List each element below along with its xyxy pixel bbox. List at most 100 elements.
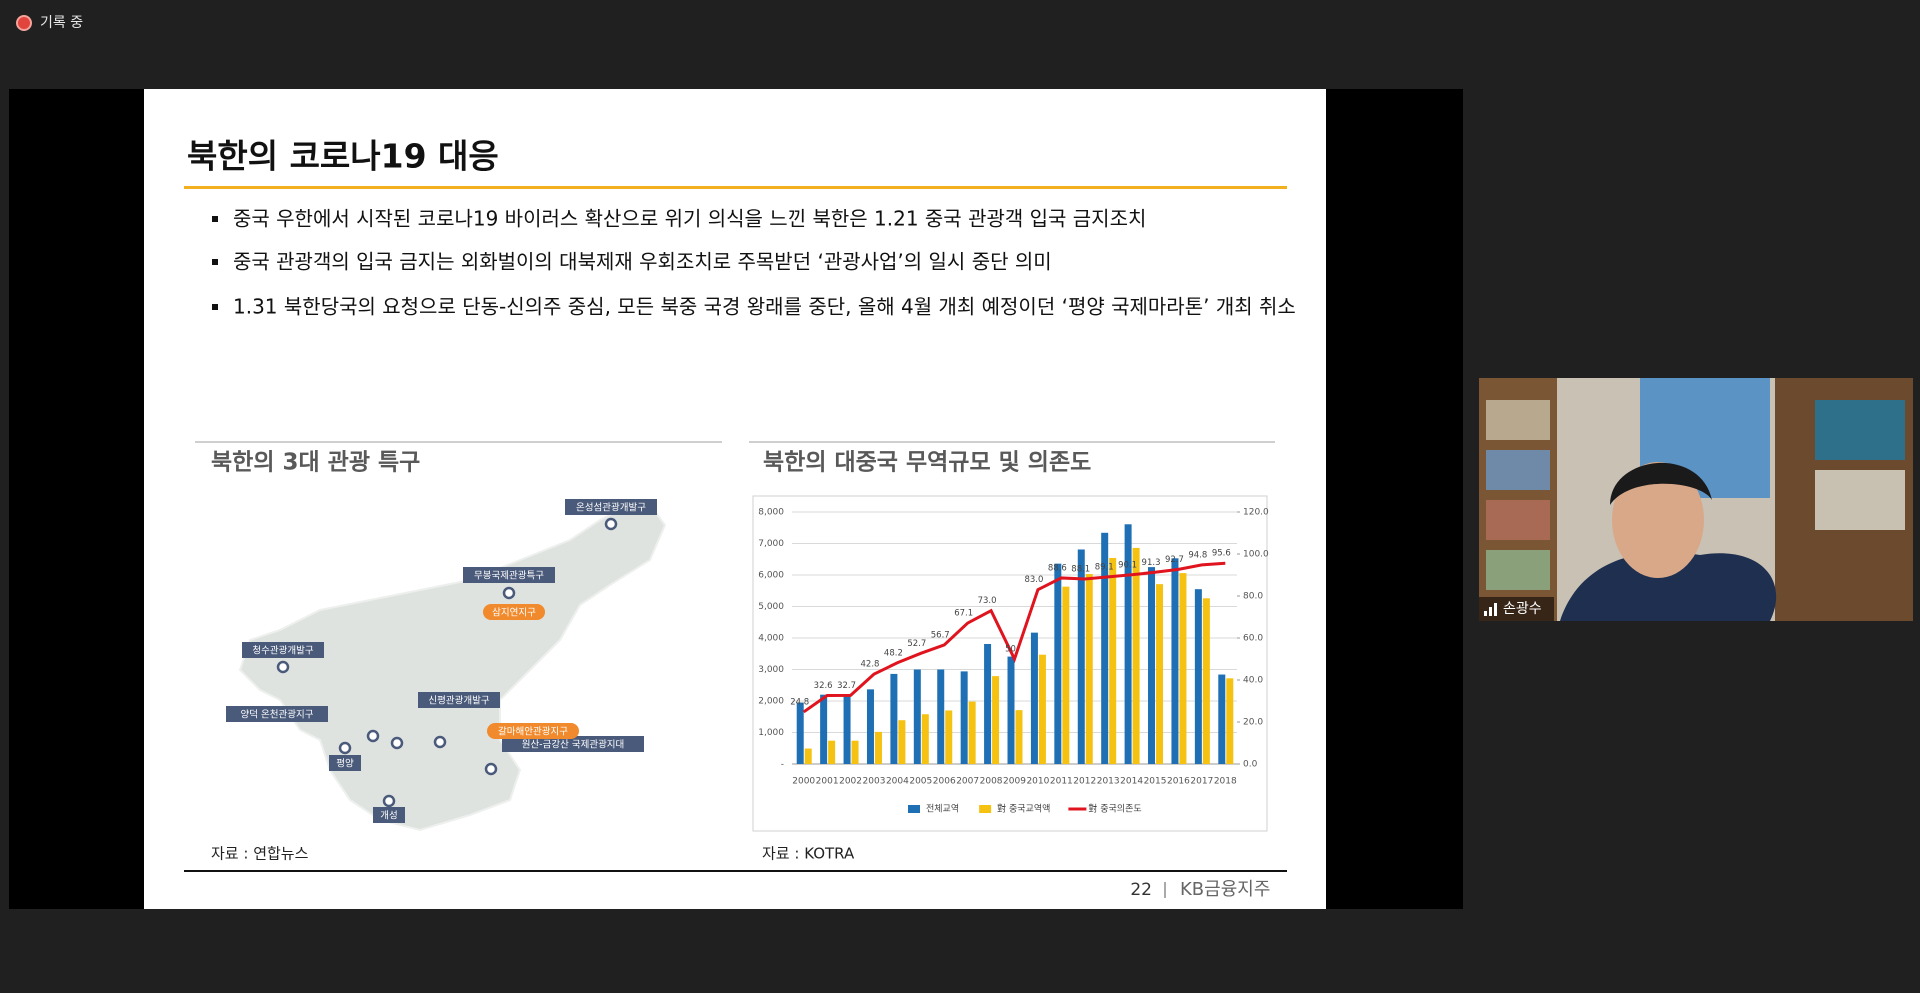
bar (1132, 547, 1140, 764)
x-tick-label: 2011 (1050, 777, 1073, 787)
map-pin (604, 517, 618, 531)
bar (1226, 678, 1234, 764)
bar (968, 701, 976, 764)
person-body (1560, 552, 1777, 621)
data-label: 88.1 (1071, 564, 1090, 574)
data-label: 73.0 (978, 596, 997, 606)
bar (913, 669, 921, 764)
map-label: 양덕 온천관광지구 (241, 709, 314, 721)
data-label: 94.8 (1188, 550, 1207, 560)
map-pin (390, 736, 404, 750)
x-tick-label: 2003 (863, 777, 886, 787)
source: 자료 : KOTRA (762, 845, 855, 863)
legend-swatch (979, 805, 992, 813)
y2-tick-label: 60.0 (1243, 634, 1263, 644)
books (1486, 450, 1550, 490)
data-label: 52.7 (907, 639, 926, 649)
person-hair (1610, 462, 1712, 505)
bar (1077, 549, 1085, 764)
x-tick-label: 2012 (1073, 777, 1096, 787)
y-tick-label: 5,000 (758, 602, 784, 612)
x-tick-label: 2013 (1097, 777, 1120, 787)
map-label: 무봉국제관광특구 (474, 570, 544, 582)
bar (796, 702, 804, 764)
bar (960, 671, 968, 764)
map-label-bg (502, 736, 644, 752)
legend-swatch (908, 805, 920, 813)
bar (1124, 524, 1132, 764)
bullet-dot (212, 304, 218, 310)
bar (937, 669, 945, 764)
data-label: 88.6 (1048, 563, 1067, 573)
books (1486, 550, 1550, 590)
bullet: 1.31 북한당국의 요청으로 단동-신의주 중심, 모든 북중 국경 왕래를 … (233, 295, 1296, 319)
x-tick-label: 2006 (933, 777, 956, 787)
map-label-bg (226, 706, 328, 722)
y-tick-label: 2,000 (758, 697, 784, 707)
bar (828, 740, 836, 764)
data-label: 90.1 (1118, 560, 1137, 570)
books (1815, 470, 1905, 530)
x-tick-label: 2007 (956, 777, 979, 787)
recording-label: 기록 중 (40, 15, 83, 31)
bar (1218, 674, 1226, 764)
bar (1007, 656, 1015, 764)
x-tick-label: 2018 (1214, 777, 1237, 787)
map-pin (484, 762, 498, 776)
map-label: 신평관광개발구 (428, 695, 489, 707)
map-label-bg (329, 755, 361, 771)
map-label-bg (483, 604, 545, 620)
data-label: 32.7 (837, 681, 856, 691)
x-tick-label: 2008 (980, 777, 1003, 787)
person-face (1612, 462, 1704, 578)
y-tick-label: 3,000 (758, 665, 784, 675)
bar (984, 643, 992, 764)
video-tile: 손광수 (1479, 378, 1913, 621)
map-label: 청수관광개발구 (252, 645, 313, 657)
y2-tick-label: 20.0 (1243, 718, 1263, 728)
books (1486, 500, 1550, 540)
books (1486, 400, 1550, 440)
data-label: 32.6 (814, 681, 833, 691)
legend-label: 對 중국의존도 (1088, 803, 1141, 815)
data-label: 83.0 (1024, 575, 1043, 585)
panel-title: 북한의 대중국 무역규모 및 의존도 (763, 450, 1091, 476)
y-tick-label: 6,000 (758, 571, 784, 581)
bar (874, 731, 882, 764)
map-pin (366, 729, 380, 743)
line (802, 561, 1226, 714)
bar (1179, 573, 1187, 764)
bar (898, 720, 906, 764)
bullet: 중국 관광객의 입국 금지는 외화벌이의 대북제재 우회조치로 주목받던 ‘관광… (233, 250, 1052, 274)
x-tick-label: 2005 (909, 777, 932, 787)
x-tick-label: 2017 (1190, 777, 1213, 787)
data-label: 48.2 (884, 648, 903, 658)
bar (1101, 532, 1109, 764)
panel-title: 북한의 3대 관광 특구 (211, 450, 420, 476)
y-tick-label: - (781, 760, 784, 770)
map-pin (276, 660, 290, 674)
y2-tick-label: 40.0 (1243, 676, 1263, 686)
bar (921, 714, 929, 764)
x-tick-label: 2004 (886, 777, 909, 787)
map-pin (502, 586, 516, 600)
slide-title: 북한의 코로나19 대응 (187, 137, 499, 176)
brand: KB금융지주 (1180, 879, 1270, 900)
map-label-bg (242, 642, 324, 658)
map-label-bg (373, 807, 405, 823)
bar (1194, 589, 1202, 764)
data-label: 24.8 (790, 697, 809, 707)
bar (890, 673, 898, 764)
bar (1202, 598, 1210, 764)
data-label: 95.6 (1212, 549, 1231, 559)
bar (945, 710, 953, 764)
x-tick-label: 2000 (792, 777, 815, 787)
signal-bar (1494, 603, 1497, 616)
legend-label: 전체교역 (926, 804, 959, 815)
bar (992, 676, 1000, 764)
bar (820, 694, 828, 764)
participant-name: 손광수 (1503, 601, 1542, 617)
y-tick-label: 8,000 (758, 508, 784, 518)
bar (804, 748, 812, 764)
